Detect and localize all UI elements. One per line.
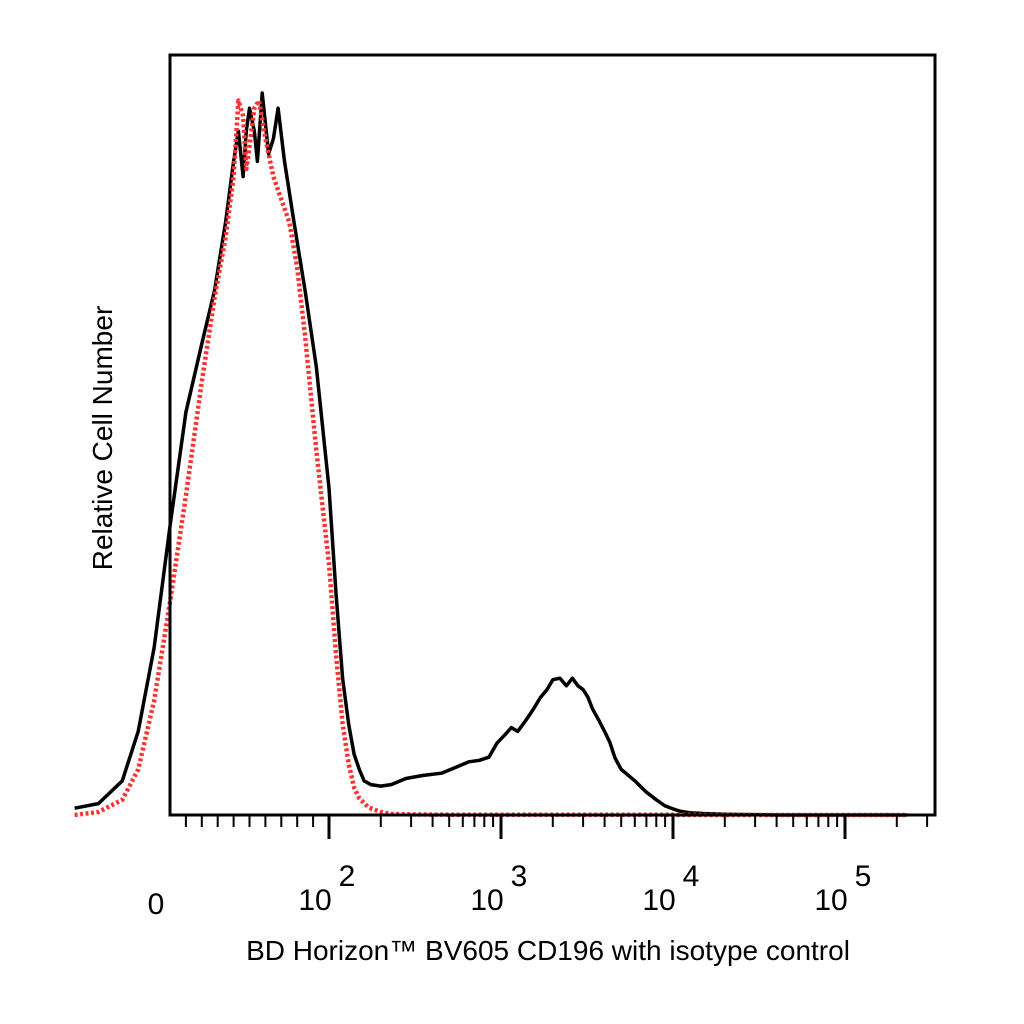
series-2-line — [74, 98, 908, 818]
x-tick-label: 0 — [148, 888, 165, 921]
x-tick-exponent: 2 — [339, 860, 356, 893]
x-axis-title: BD Horizon™ BV605 CD196 with isotype con… — [246, 935, 850, 966]
x-tick-label: 10 — [298, 884, 331, 917]
series-1-line — [74, 91, 908, 817]
y-axis-title: Relative Cell Number — [87, 306, 118, 571]
x-tick-label: 10 — [470, 884, 503, 917]
x-tick-label: 10 — [814, 884, 847, 917]
x-tick-exponent: 4 — [683, 860, 700, 893]
x-tick-exponent: 3 — [511, 860, 528, 893]
x-tick-exponent: 5 — [855, 860, 872, 893]
x-tick-label: 10 — [642, 884, 675, 917]
